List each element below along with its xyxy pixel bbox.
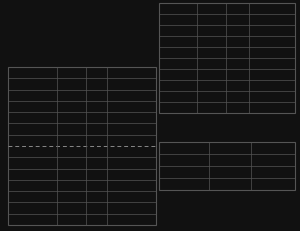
Bar <box>159 142 295 190</box>
Bar <box>8 68 156 225</box>
Bar <box>159 4 295 113</box>
